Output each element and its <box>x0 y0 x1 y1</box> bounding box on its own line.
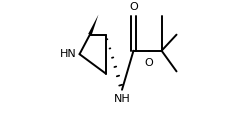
Text: HN: HN <box>60 49 77 59</box>
Text: NH: NH <box>114 94 130 104</box>
Polygon shape <box>88 15 99 35</box>
Text: O: O <box>129 2 138 12</box>
Text: O: O <box>145 58 153 68</box>
